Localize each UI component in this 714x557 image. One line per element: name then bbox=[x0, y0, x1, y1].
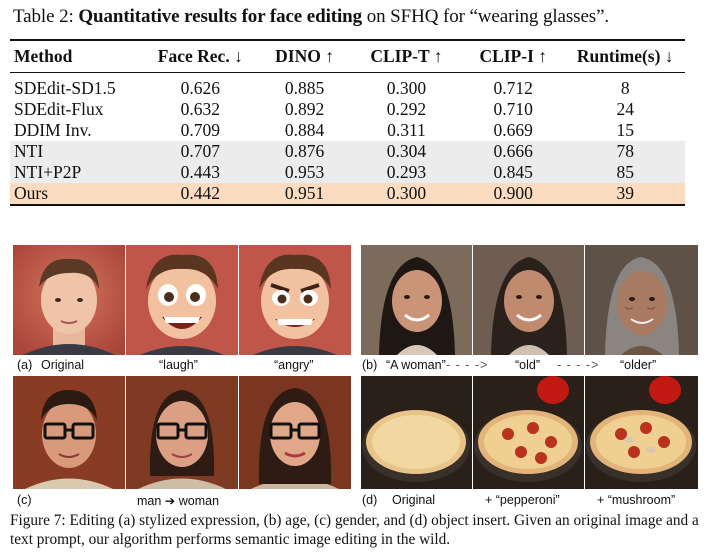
cell-clip-t: 0.304 bbox=[351, 141, 462, 162]
cell-method: NTI bbox=[10, 141, 144, 162]
cell-dino: 0.876 bbox=[257, 141, 352, 162]
image-a-original bbox=[13, 245, 125, 355]
image-c-man bbox=[13, 376, 125, 489]
cell-face-rec: 0.709 bbox=[180, 120, 220, 140]
image-a-laugh bbox=[126, 245, 238, 355]
cell-dino: 0.884 bbox=[284, 120, 325, 140]
cell-face-rec: 0.632 bbox=[180, 99, 220, 119]
cell-clip-i: 0.666 bbox=[461, 141, 566, 162]
table-row: SDEdit-SD1.5 0.626 0.885 0.300 0.712 8 bbox=[10, 73, 685, 100]
image-a-angry bbox=[239, 245, 351, 355]
label-a-tag: (a) bbox=[17, 358, 33, 372]
cell-face-rec: 0.443 bbox=[143, 162, 258, 183]
cell-face-rec: 0.626 bbox=[180, 78, 220, 98]
cell-runtime: 85 bbox=[565, 162, 685, 183]
cell-method: SDEdit-SD1.5 bbox=[14, 78, 116, 98]
label-d-tag: (d) bbox=[362, 493, 378, 507]
label-a-original: Original bbox=[41, 358, 85, 372]
cell-dino: 0.892 bbox=[284, 99, 325, 119]
cell-method: NTI+P2P bbox=[10, 162, 144, 183]
cell-clip-t: 0.311 bbox=[387, 120, 426, 140]
header-clip-i: CLIP-I ↑ bbox=[479, 46, 548, 66]
cell-dino: 0.951 bbox=[257, 183, 352, 205]
table-caption-prefix: Table 2: bbox=[13, 6, 79, 27]
cell-method: SDEdit-Flux bbox=[14, 99, 104, 119]
image-d-pepperoni bbox=[473, 376, 584, 489]
label-b-tag: (b) bbox=[362, 358, 378, 372]
cell-clip-i: 0.845 bbox=[461, 162, 566, 183]
table-caption-bold: Quantitative results for face editing bbox=[78, 6, 363, 27]
label-c-edit: man ➔ woman bbox=[137, 494, 220, 508]
cell-runtime: 15 bbox=[616, 120, 634, 140]
cell-runtime: 78 bbox=[565, 141, 685, 162]
cell-clip-i: 0.712 bbox=[493, 78, 533, 98]
header-runtime: Runtime(s) ↓ bbox=[576, 46, 674, 66]
cell-runtime: 24 bbox=[616, 99, 634, 119]
header-dino: DINO ↑ bbox=[275, 46, 334, 66]
label-c-tag: (c) bbox=[17, 493, 32, 507]
label-d-pepperoni: + “pepperoni” bbox=[485, 493, 560, 507]
cell-dino: 0.953 bbox=[257, 162, 352, 183]
cell-runtime: 8 bbox=[620, 78, 630, 98]
image-b-older bbox=[585, 245, 698, 355]
label-a-laugh: “laugh” bbox=[159, 358, 198, 372]
table-row: DDIM Inv. 0.709 0.884 0.311 0.669 15 bbox=[10, 120, 685, 141]
table-row: NTI 0.707 0.876 0.304 0.666 78 bbox=[10, 141, 685, 162]
label-b-old: “old” bbox=[515, 358, 541, 372]
label-d-mushroom: + “mushroom” bbox=[597, 493, 676, 507]
table-caption: Table 2: Quantitative results for face e… bbox=[13, 6, 703, 28]
table-caption-suffix: on SFHQ for “wearing glasses”. bbox=[362, 6, 610, 27]
cell-clip-i: 0.900 bbox=[461, 183, 566, 205]
cell-clip-t: 0.292 bbox=[386, 99, 427, 119]
label-d-original: Original bbox=[392, 493, 436, 507]
cell-face-rec: 0.442 bbox=[143, 183, 258, 205]
label-a-angry: “angry” bbox=[274, 358, 314, 372]
cell-face-rec: 0.707 bbox=[143, 141, 258, 162]
cell-method: Ours bbox=[10, 183, 144, 205]
image-b-woman bbox=[361, 245, 472, 355]
image-b-old bbox=[473, 245, 584, 355]
cell-clip-t: 0.300 bbox=[351, 183, 462, 205]
cell-clip-i: 0.669 bbox=[493, 120, 533, 140]
cell-clip-i: 0.710 bbox=[493, 99, 533, 119]
arrow-b-2: - - - -> bbox=[557, 358, 600, 372]
label-b-woman: “A woman” bbox=[386, 358, 446, 372]
image-c-mid bbox=[126, 376, 238, 489]
header-clip-t: CLIP-T ↑ bbox=[370, 46, 443, 66]
header-method: Method bbox=[14, 46, 73, 66]
image-d-mushroom bbox=[585, 376, 698, 489]
cell-runtime: 39 bbox=[565, 183, 685, 205]
arrow-b-1: - - - -> bbox=[446, 358, 489, 372]
figure-caption: Figure 7: Editing (a) stylized expressio… bbox=[10, 512, 699, 548]
cell-clip-t: 0.293 bbox=[351, 162, 462, 183]
table-row: NTI+P2P 0.443 0.953 0.293 0.845 85 bbox=[10, 162, 685, 183]
cell-method: DDIM Inv. bbox=[14, 120, 92, 140]
header-face-rec: Face Rec. ↓ bbox=[157, 46, 243, 66]
cell-dino: 0.885 bbox=[284, 78, 325, 98]
cell-clip-t: 0.300 bbox=[386, 78, 427, 98]
table-row-ours: Ours 0.442 0.951 0.300 0.900 39 bbox=[10, 183, 685, 205]
label-b-older: “older” bbox=[620, 358, 657, 372]
table-header-row: Method Face Rec. ↓ DINO ↑ CLIP-T ↑ CLIP-… bbox=[10, 40, 685, 73]
table-row: SDEdit-Flux 0.632 0.892 0.292 0.710 24 bbox=[10, 99, 685, 120]
image-d-original bbox=[361, 376, 472, 489]
image-c-woman bbox=[239, 376, 351, 489]
results-table: Method Face Rec. ↓ DINO ↑ CLIP-T ↑ CLIP-… bbox=[10, 39, 685, 206]
